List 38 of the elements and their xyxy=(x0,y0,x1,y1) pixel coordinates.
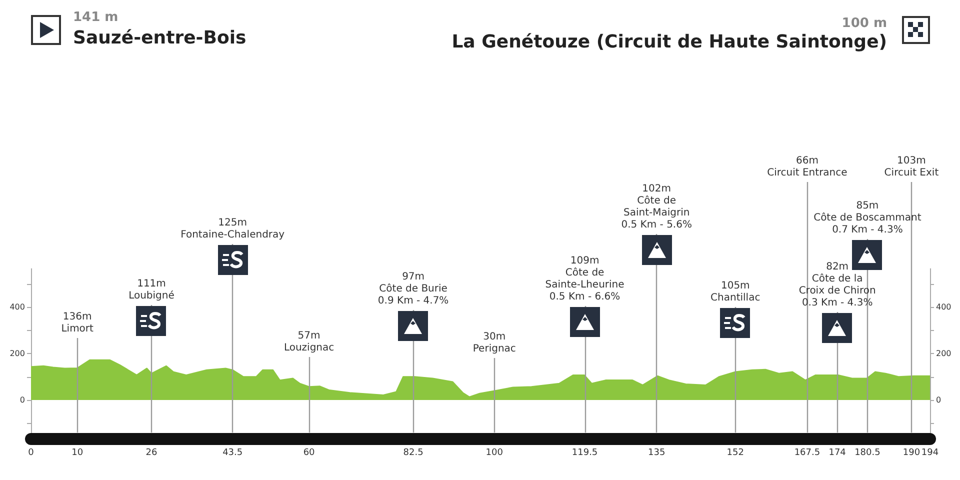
ref-line-label: 102m Côte de Saint-Maigrin 0.5 Km - 5.6% xyxy=(621,184,692,230)
ref-line-label: 85m Côte de Boscammant 0.7 Km - 4.3% xyxy=(814,200,922,236)
x-tick-label: 26 xyxy=(146,448,158,458)
ref-line-label: 103m Circuit Exit xyxy=(884,156,939,178)
x-tick-label: 194 xyxy=(921,448,939,458)
chart-subtitle: La Genétouze (Circuit de Haute Saintonge) xyxy=(452,32,887,52)
x-tick-label: 43.5 xyxy=(222,448,243,458)
x-tick-label: 180.5 xyxy=(854,448,880,458)
x-tick-label: 82.5 xyxy=(403,448,424,458)
y-tick-label: 200 xyxy=(10,349,25,358)
ref-line-label: 105m Chantillac xyxy=(710,280,760,304)
x-tick-label: 100 xyxy=(486,448,504,458)
ref-line-label: 109m Côte de Sainte-Lheurine 0.5 Km - 6.6% xyxy=(545,256,624,302)
y2-tick-label: 0 xyxy=(936,396,942,405)
ref-line-label: 125m Fontaine-Chalendray xyxy=(180,218,285,240)
x-tick-label: 190 xyxy=(902,448,920,458)
x-tick-label: 119.5 xyxy=(572,448,598,458)
x-tick-label: 10 xyxy=(72,448,84,458)
x-tick-label: 152 xyxy=(726,448,744,458)
chart-title: Sauzé-entre-Bois xyxy=(73,28,246,48)
text: 141 m xyxy=(73,10,118,25)
y2-tick-label: 200 xyxy=(936,349,952,358)
x-tick-label: 60 xyxy=(303,448,316,458)
ref-line-label: 66m Circuit Entrance xyxy=(767,156,848,178)
ref-line-label: 30m Perignac xyxy=(472,332,516,354)
ref-line-label: 97m Côte de Burie 0.9 Km - 4.7% xyxy=(378,272,449,306)
ref-line-label: 111m Loubigné xyxy=(128,278,174,302)
ref-line-label: 136m Limort xyxy=(61,312,94,334)
y2-tick-label: 400 xyxy=(936,302,952,312)
x-tick-label: 135 xyxy=(648,448,666,458)
ref-line-label: 57m Louzignac xyxy=(284,330,334,354)
x-tick-label: 0 xyxy=(28,448,34,458)
ref-line-label: 82m Côte de la Croix de Chiron 0.3 Km - 4.3% xyxy=(798,262,876,308)
text: 100 m xyxy=(842,16,888,31)
y-tick-label: 400 xyxy=(10,302,25,312)
y-tick-label: 0 xyxy=(20,396,25,405)
x-tick-label: 167.5 xyxy=(794,448,820,458)
x-tick-label: 174 xyxy=(828,448,846,458)
